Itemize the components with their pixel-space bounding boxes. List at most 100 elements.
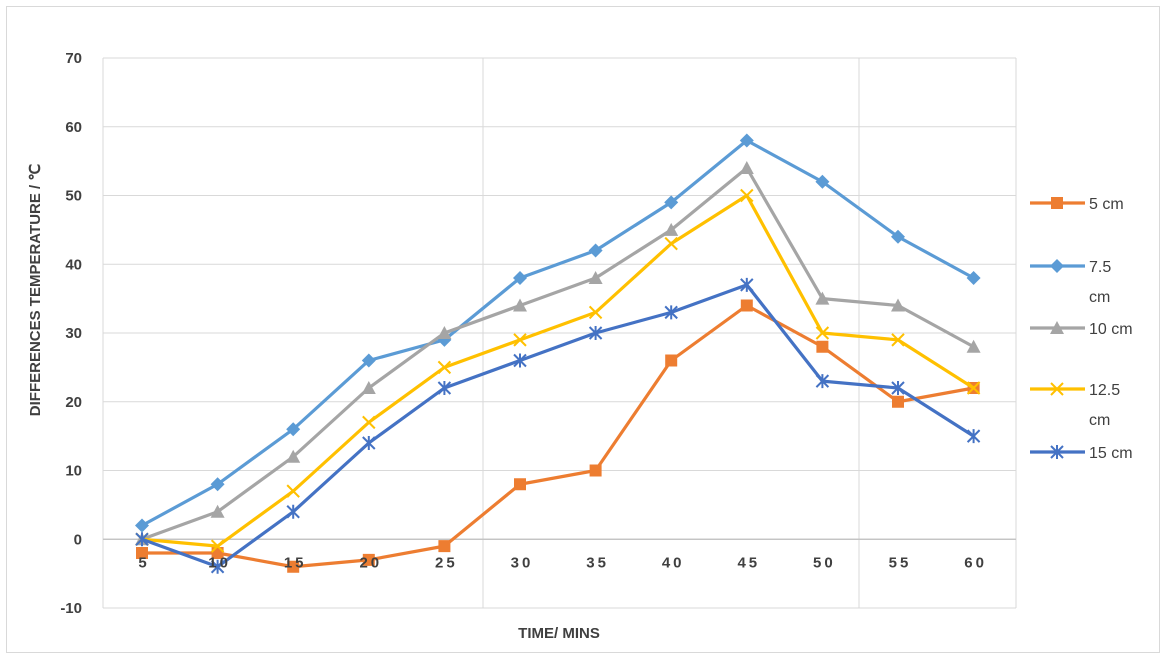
y-tick-label: 50 <box>65 188 82 205</box>
data-point <box>438 540 451 553</box>
y-tick-label: 60 <box>65 119 82 136</box>
data-point <box>739 133 754 148</box>
legend-label: 15 cm <box>1089 445 1133 462</box>
data-point <box>286 484 300 498</box>
data-point <box>740 299 753 312</box>
data-point <box>740 188 754 203</box>
data-point <box>589 464 602 477</box>
gridlines <box>102 57 1017 609</box>
data-point <box>892 395 904 408</box>
data-point <box>664 305 678 320</box>
series-line <box>141 193 975 548</box>
legend-marker <box>1050 259 1064 273</box>
x-tick-label: 55 <box>889 554 912 571</box>
data-point <box>210 559 225 574</box>
series-15-cm <box>135 277 981 574</box>
data-point <box>287 560 300 573</box>
data-point <box>362 436 376 450</box>
data-point <box>891 229 905 244</box>
data-point <box>891 333 905 347</box>
data-point <box>210 539 225 553</box>
x-tick-label: 20 <box>359 554 382 571</box>
x-tick-label: 30 <box>511 554 534 571</box>
y-tick-label: -10 <box>60 600 82 617</box>
series-7-5-cm <box>135 133 981 533</box>
data-point <box>588 326 603 340</box>
x-tick-label: 45 <box>737 554 760 571</box>
y-tick-label: 10 <box>65 463 82 480</box>
legend-marker <box>1051 197 1063 209</box>
legend-item: 5 cm <box>1030 196 1124 213</box>
data-point <box>739 161 754 174</box>
legend-item: 7.5 cm <box>1030 259 1111 306</box>
x-tick-label: 40 <box>662 554 685 571</box>
data-point <box>361 353 376 368</box>
data-point <box>513 271 527 285</box>
data-point <box>136 547 148 559</box>
legend-label: 12.5 <box>1089 382 1120 399</box>
data-point <box>437 381 452 395</box>
series-10-cm <box>135 161 981 546</box>
legend-label: cm <box>1089 289 1110 306</box>
y-tick-label: 20 <box>65 394 82 411</box>
data-point <box>816 340 829 353</box>
data-point <box>210 477 225 492</box>
series-12-5-cm <box>135 188 981 553</box>
y-tick-label: 70 <box>65 50 82 67</box>
data-point <box>135 532 149 547</box>
data-point <box>664 236 678 251</box>
data-point <box>740 277 754 292</box>
data-point <box>966 381 981 395</box>
data-point <box>513 353 527 368</box>
series-line <box>141 283 975 569</box>
y-axis-ticks: -10 0 10 20 30 40 50 60 70 <box>60 50 82 617</box>
legend-label: 7.5 <box>1089 259 1111 276</box>
series-line <box>142 303 974 569</box>
x-axis-title: TIME/ MINS <box>518 625 600 642</box>
data-point <box>891 381 905 395</box>
data-point <box>362 415 376 430</box>
y-tick-label: 0 <box>74 531 82 548</box>
data-point <box>815 326 830 340</box>
x-tick-label: 25 <box>435 554 458 571</box>
x-tick-label: 60 <box>964 554 987 571</box>
data-point <box>286 504 300 519</box>
data-point <box>664 195 679 210</box>
legend-item: 12.5 cm <box>1030 382 1120 429</box>
legend-item: 10 cm <box>1030 321 1133 338</box>
data-point <box>966 339 981 353</box>
data-point <box>362 553 375 566</box>
legend-marker <box>1050 321 1064 334</box>
data-point <box>210 504 225 518</box>
data-point <box>588 305 603 320</box>
data-point <box>437 326 452 339</box>
x-axis-ticks: 5 10 15 20 25 30 35 40 45 50 55 60 <box>138 554 987 571</box>
x-tick-label: 15 <box>284 554 307 571</box>
x-tick-label: 10 <box>208 554 231 571</box>
y-axis-title: DIFFERENCES TEMPERATURE / ℃ <box>27 164 44 417</box>
series-line <box>141 138 975 527</box>
y-tick-label: 40 <box>65 256 82 273</box>
data-point <box>815 291 830 305</box>
data-point <box>665 354 678 367</box>
data-point <box>966 271 981 285</box>
series-line <box>141 166 975 541</box>
data-point <box>361 381 376 394</box>
data-point <box>286 449 301 463</box>
x-tick-label: 5 <box>138 554 149 571</box>
legend-item: 15 cm <box>1030 445 1133 462</box>
data-point <box>437 360 452 375</box>
data-point <box>815 374 830 389</box>
x-tick-label: 50 <box>813 554 836 571</box>
data-point <box>135 518 149 533</box>
data-point <box>588 271 603 284</box>
series-5-cm <box>136 299 980 573</box>
data-point <box>815 174 830 189</box>
legend: 5 cm 7.5 cm 10 cm 12.5 cm 15 cm <box>1030 196 1133 462</box>
legend-marker <box>1050 445 1064 459</box>
legend-marker <box>1050 382 1064 396</box>
legend-label: 10 cm <box>1089 321 1133 338</box>
data-point <box>513 298 527 312</box>
data-point <box>966 429 981 444</box>
